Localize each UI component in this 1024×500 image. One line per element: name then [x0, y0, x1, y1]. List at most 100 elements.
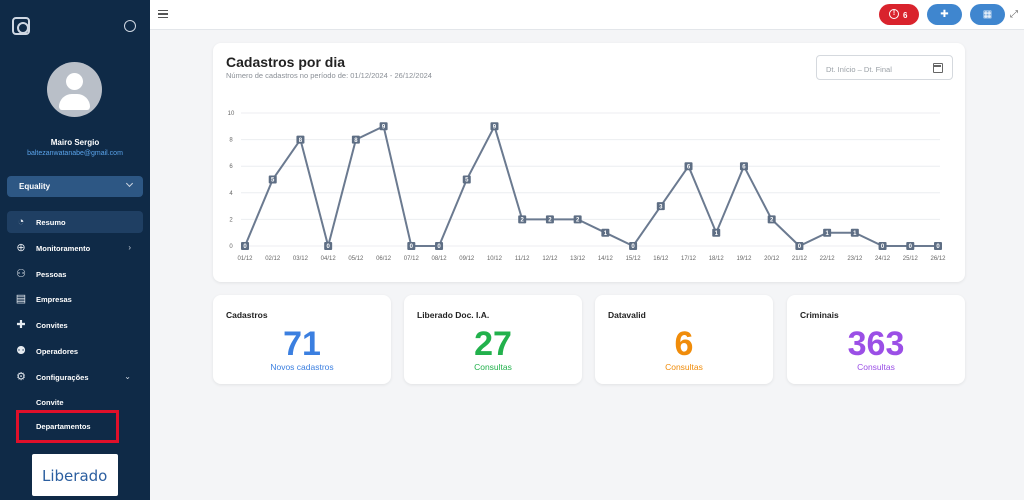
sidebar-item-pessoas[interactable]: ⚇ Pessoas — [7, 263, 143, 285]
sidebar-item-operadores[interactable]: ⚉ Operadores — [7, 340, 143, 362]
y-tick-label: 2 — [229, 217, 233, 223]
data-point — [241, 242, 249, 250]
x-tick-label: 22/12 — [820, 256, 836, 262]
data-point — [739, 162, 748, 171]
x-tick-label: 12/12 — [542, 256, 558, 262]
stat-value: 363 — [847, 325, 905, 363]
data-point — [767, 215, 776, 224]
chart-title: Cadastros por dia — [226, 54, 346, 70]
x-tick-label: 02/12 — [265, 256, 281, 262]
x-tick-label: 10/12 — [487, 256, 503, 262]
data-point — [324, 242, 333, 250]
x-tick-label: 09/12 — [459, 256, 475, 262]
face-scan-icon[interactable] — [12, 17, 30, 35]
cart-button[interactable]: ▦ — [970, 4, 1005, 25]
date-range-input[interactable]: Dt. Início – Dt. Final — [816, 55, 953, 80]
data-label: 8 — [354, 138, 358, 144]
data-point — [268, 175, 277, 184]
data-label: 0 — [410, 244, 414, 250]
stat-title: Datavalid — [608, 310, 646, 320]
account-circle-icon[interactable] — [124, 20, 136, 32]
menu-icon[interactable] — [158, 10, 168, 18]
organization-select[interactable]: Equality — [7, 176, 143, 197]
date-range-placeholder: Dt. Início – Dt. Final — [826, 65, 892, 74]
x-tick-label: 03/12 — [293, 256, 309, 262]
data-point — [684, 162, 693, 171]
data-point — [712, 228, 721, 237]
data-label: 0 — [243, 244, 247, 250]
x-tick-label: 16/12 — [653, 256, 669, 262]
sidebar-subitem-departamentos[interactable]: Departamentos — [36, 422, 91, 431]
sidebar-item-monitoramento[interactable]: ⊕ Monitoramento › — [7, 237, 143, 259]
series-line — [244, 123, 938, 250]
sidebar-item-label: Configurações — [36, 373, 89, 382]
data-label: 5 — [271, 178, 275, 184]
sidebar-item-label: Pessoas — [36, 270, 67, 279]
data-point — [878, 242, 887, 250]
data-point — [296, 135, 305, 144]
x-tick-label: 21/12 — [792, 256, 808, 262]
stat-title: Criminais — [800, 310, 839, 320]
data-label: 9 — [382, 125, 386, 131]
sidebar-subitem-convite[interactable]: Convite — [36, 398, 64, 407]
x-tick-label: 24/12 — [875, 256, 891, 262]
alerts-count: 6 — [903, 11, 908, 20]
x-tick-label: 14/12 — [598, 256, 614, 262]
sidebar-item-empresas[interactable]: ▤ Empresas — [7, 288, 143, 310]
data-label: 9 — [493, 125, 497, 131]
chevron-down-icon — [125, 179, 134, 188]
stat-label: Consultas — [857, 362, 895, 372]
data-label: 2 — [521, 218, 525, 224]
group-icon: ⚉ — [16, 345, 26, 357]
data-label: 0 — [798, 244, 802, 250]
data-point — [850, 228, 859, 237]
data-point — [629, 242, 638, 250]
data-label: 1 — [825, 231, 829, 237]
x-tick-label: 19/12 — [736, 256, 752, 262]
highlight-box — [16, 410, 119, 443]
data-point — [351, 135, 360, 144]
data-point — [462, 175, 471, 184]
gear-icon: ⚙ — [16, 371, 26, 383]
add-person-button[interactable]: ✚ — [927, 4, 962, 25]
data-point — [906, 242, 915, 250]
stat-card-datavalid: Datavalid 6 Consultas — [595, 295, 773, 384]
data-point — [823, 228, 832, 237]
logo-text: Liberado — [42, 467, 108, 485]
data-label: 0 — [631, 244, 635, 250]
data-point — [545, 215, 554, 224]
y-tick-label: 10 — [228, 111, 235, 117]
data-point — [490, 122, 499, 131]
stat-card-cadastros: Cadastros 71 Novos cadastros — [213, 295, 391, 384]
chevron-right-icon: › — [128, 243, 131, 252]
y-tick-label: 6 — [229, 164, 233, 170]
stat-title: Liberado Doc. I.A. — [417, 310, 490, 320]
stat-label: Consultas — [474, 362, 512, 372]
sidebar-item-convites[interactable]: ✚ Convites — [7, 314, 143, 336]
data-point — [435, 242, 444, 250]
data-label: 2 — [576, 218, 580, 224]
x-tick-label: 05/12 — [348, 256, 364, 262]
people-icon: ⚇ — [16, 268, 26, 280]
fullscreen-icon[interactable]: ⤢ — [1010, 9, 1018, 20]
alerts-button[interactable]: ! 6 — [879, 4, 919, 25]
y-tick-label: 0 — [229, 244, 233, 250]
data-point — [934, 242, 942, 250]
stat-card-criminais: Criminais 363 Consultas — [787, 295, 965, 384]
data-label: 8 — [299, 138, 303, 144]
sidebar-item-resumo[interactable]: ◔ Resumo — [7, 211, 143, 233]
calendar-icon[interactable] — [933, 63, 943, 73]
data-point — [795, 242, 804, 250]
sidebar-item-label: Empresas — [36, 295, 72, 304]
data-label: 5 — [465, 178, 469, 184]
sidebar-item-label: Resumo — [36, 218, 66, 227]
avatar-body — [59, 94, 90, 110]
stat-title: Cadastros — [226, 310, 268, 320]
stat-value: 6 — [674, 325, 694, 363]
x-tick-label: 13/12 — [570, 256, 586, 262]
globe-icon: ⊕ — [16, 242, 26, 254]
y-tick-label: 8 — [229, 138, 233, 144]
sidebar-item-configuracoes[interactable]: ⚙ Configurações ⌄ — [7, 366, 143, 388]
x-tick-label: 04/12 — [321, 256, 337, 262]
stat-value: 71 — [283, 325, 321, 363]
